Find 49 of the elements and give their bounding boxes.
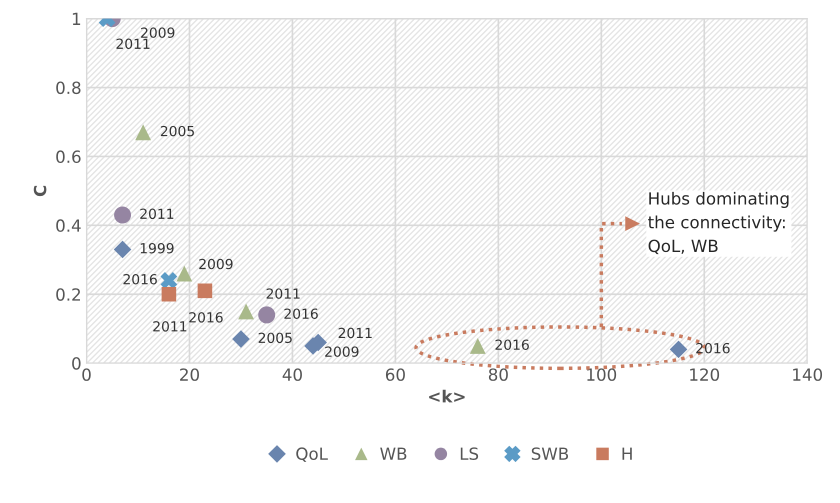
x-tick-label: 60 [386, 368, 405, 381]
x-tick-label: 40 [282, 368, 302, 381]
x-axis-title: <k> [429, 390, 465, 402]
annotation: 2009 [199, 258, 233, 270]
point [176, 266, 192, 282]
point [114, 240, 132, 258]
x-tick-label: 20 [180, 368, 199, 381]
annotation: 2016 [123, 274, 157, 285]
legend-label: QoL [296, 447, 328, 462]
x-tick-label: 120 [690, 368, 720, 381]
annotation: 2005 [258, 332, 292, 344]
point [198, 284, 212, 298]
legend-label: LS [460, 447, 478, 460]
annotation: 2011 [140, 208, 174, 220]
annotation: 2011 [266, 288, 300, 299]
x-tick-label: 80 [488, 368, 508, 381]
annotation: 2011 [153, 321, 186, 332]
point [238, 304, 254, 320]
annotation: 2005 [160, 126, 194, 136]
y-tick-label: 0.6 [56, 150, 81, 163]
x-tick-label: 0 [82, 368, 91, 381]
point [470, 338, 486, 354]
point [162, 286, 176, 302]
annotation: 2016 [495, 339, 529, 350]
x-tick-label: 100 [587, 368, 616, 381]
legend-label: WB [380, 448, 406, 460]
y-tick-label: 0 [72, 357, 81, 370]
annotation: 2016 [189, 312, 223, 323]
annotation: 2016 [696, 342, 730, 354]
y-tick-label: 0.2 [56, 288, 80, 301]
point [160, 272, 178, 289]
legend-label: H [622, 448, 632, 460]
legend-label: SWB [532, 447, 568, 460]
point [114, 206, 132, 224]
point [232, 330, 250, 348]
annotation: 1999 [140, 242, 174, 254]
annotation: 2009 [325, 346, 359, 357]
x-tick-label: 140 [793, 368, 822, 381]
y-tick-label: 0.8 [56, 81, 81, 94]
point [670, 340, 688, 358]
y-axis-title: C [34, 186, 46, 196]
y-tick-label: 0.4 [56, 219, 81, 232]
annotation: 2011 [338, 328, 372, 338]
annotation: 2016 [284, 308, 318, 319]
y-tick-label: 1 [72, 12, 80, 25]
annotation: Hubs dominating the connectivity: QoL, WB [648, 192, 789, 254]
point [258, 306, 276, 324]
annotation: 2011 [116, 38, 150, 50]
annotation: 2009 [141, 27, 174, 38]
